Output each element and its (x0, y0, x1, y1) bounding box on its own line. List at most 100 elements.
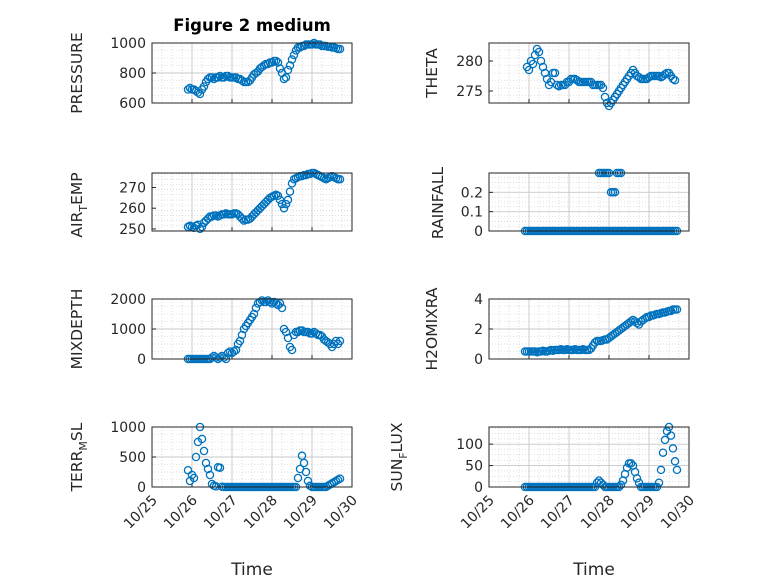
data-point (213, 73, 223, 82)
data-point (279, 74, 289, 84)
x-axis-label: Time (230, 560, 273, 580)
data-point (287, 179, 297, 188)
data-point (528, 59, 538, 69)
data-point (626, 459, 636, 468)
y-axis-label: THETA (423, 48, 441, 99)
data-point (257, 296, 267, 305)
data-point (654, 478, 664, 487)
data-point (534, 47, 544, 57)
data-point (215, 353, 225, 362)
data-point (203, 74, 213, 84)
subplot-mixdepth: MIXDEPTH 0 1000 2000 (68, 289, 353, 370)
y-axis-label: PRESSURE (68, 32, 86, 114)
data-point (255, 297, 265, 307)
data-point (572, 75, 582, 85)
data-point (287, 345, 297, 355)
data-point (277, 303, 287, 313)
x-tick-label: 10/27 (538, 493, 578, 533)
data-point (632, 474, 642, 483)
y-axis-label: RAINFALL (429, 166, 447, 239)
data-point (261, 297, 271, 307)
data-point (223, 348, 233, 358)
y-axis-label: AIRTEMP (68, 172, 90, 237)
y-axis-label: H2OMIXRA (423, 287, 441, 370)
data-point (303, 327, 313, 337)
data-point (183, 85, 193, 94)
x-tick-label: 10/25 (458, 493, 498, 533)
plot-area (151, 426, 353, 488)
x-tick-label: 10/26 (161, 492, 201, 532)
y-tick-label: 0 (137, 352, 146, 368)
data-point (251, 303, 261, 313)
data-point (189, 473, 199, 483)
data-point (299, 458, 309, 468)
subplot-rainfall: RAINFALL 0 0.1 0.2 (429, 166, 690, 240)
data-point (672, 305, 682, 314)
plot-area (488, 426, 690, 488)
data-point (273, 191, 283, 201)
data-point (275, 195, 285, 205)
data-point (301, 467, 311, 477)
x-axis-label: Time (572, 560, 615, 580)
data-point (303, 476, 313, 486)
data-point (215, 463, 225, 473)
y-tick-label: 1000 (110, 420, 146, 436)
grid (151, 426, 353, 488)
y-tick-label: 100 (456, 437, 483, 453)
data-point (670, 75, 680, 85)
data-point (315, 40, 325, 49)
data-point (237, 76, 247, 85)
data-point (251, 208, 261, 217)
data-point (271, 299, 281, 308)
y-tick-label: 600 (119, 96, 146, 112)
plot-area (151, 298, 353, 360)
subplot-h2omixra: H2OMIXRA 0 2 4 (423, 287, 690, 371)
data-point (279, 203, 289, 213)
data-point (293, 327, 303, 337)
y-tick-label: 260 (119, 201, 146, 217)
data-point (197, 222, 207, 232)
data-point (670, 457, 680, 466)
data-point (191, 452, 201, 462)
plot-area (151, 172, 353, 232)
y-tick-label: 0.2 (461, 185, 483, 201)
y-axis-label: MIXDEPTH (68, 289, 86, 370)
series-markers (520, 305, 682, 357)
data-point (229, 347, 239, 356)
plot-area (488, 42, 690, 104)
data-point (660, 435, 670, 445)
data-point (199, 446, 209, 456)
data-point (616, 480, 626, 490)
data-point (195, 89, 205, 99)
data-point (199, 82, 209, 91)
data-point (259, 199, 269, 209)
x-tick-label: 10/28 (578, 493, 618, 533)
series-markers (183, 168, 345, 234)
figure-title: Figure 2 medium (173, 16, 331, 35)
y-tick-label: 250 (119, 222, 146, 238)
data-point (275, 299, 285, 308)
data-point (205, 470, 215, 480)
data-point (656, 465, 666, 475)
data-point (662, 427, 672, 436)
y-tick-label: 500 (119, 450, 146, 466)
data-point (335, 174, 345, 184)
plot-area (488, 172, 690, 232)
data-point (335, 336, 345, 346)
data-point (275, 64, 285, 73)
data-point (610, 188, 620, 197)
subplot-theta: THETA 275 280 (423, 42, 690, 111)
x-tick-label: 10/29 (618, 493, 658, 533)
y-tick-label: 0.1 (461, 205, 483, 221)
y-axis-label: SUNFLUX (388, 422, 410, 491)
data-point (283, 195, 293, 205)
data-point (211, 482, 221, 491)
data-point (335, 44, 345, 54)
data-point (289, 50, 299, 60)
x-tick-label: 10/26 (498, 492, 538, 532)
series-markers (183, 38, 345, 99)
y-tick-label: 280 (456, 54, 483, 70)
y-tick-label: 0 (474, 352, 483, 368)
